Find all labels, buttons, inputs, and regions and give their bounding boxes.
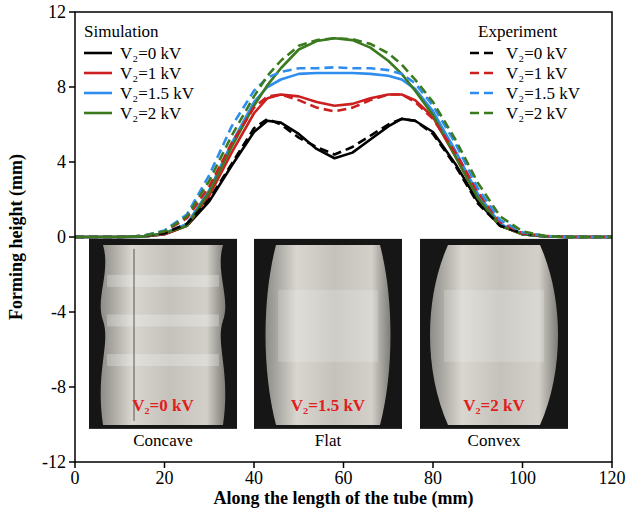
photo-background xyxy=(89,239,237,429)
y-axis-title: Forming height (mm) xyxy=(6,154,27,320)
y-tick xyxy=(69,311,75,313)
legend-swatch xyxy=(84,52,112,55)
y-tick xyxy=(69,86,75,88)
lines xyxy=(75,38,612,237)
legend-label: V₂=2 kV xyxy=(120,104,182,123)
y-tick-label: 12 xyxy=(48,2,66,22)
x-tick-label: 20 xyxy=(156,468,174,488)
y-tick xyxy=(69,461,75,463)
x-tick-label: 40 xyxy=(245,468,263,488)
legend-label: V₂=1 kV xyxy=(120,64,182,83)
legend-label: V₂=0 kV xyxy=(120,44,182,63)
y-tick-label: 4 xyxy=(57,152,66,172)
series-line xyxy=(75,119,612,237)
y-tick xyxy=(69,161,75,163)
legend-swatch xyxy=(84,112,112,115)
band xyxy=(107,275,219,287)
inset-photo: V₂=0 kV xyxy=(89,239,237,429)
legend-swatch xyxy=(470,72,498,75)
inset-label: V₂=2 kV xyxy=(463,396,525,415)
inset-photo: V₂=2 kV xyxy=(420,239,568,429)
legend-title: Experiment xyxy=(478,22,558,41)
inset-caption: Convex xyxy=(468,431,521,450)
series-line xyxy=(75,73,612,237)
series-line xyxy=(75,38,612,237)
y-tick xyxy=(69,11,75,13)
series-line xyxy=(75,95,612,238)
inset-label: V₂=1.5 kV xyxy=(291,396,366,415)
y-tick-label: 8 xyxy=(57,77,66,97)
legend: Experiment V₂=0 kVV₂=1 kVV₂=1.5 kVV₂=2 kV xyxy=(470,22,581,123)
tube xyxy=(430,245,558,425)
legend-label: V₂=1.5 kV xyxy=(506,84,581,103)
photo-background xyxy=(420,239,568,429)
series-line xyxy=(75,67,612,237)
legend-label: V₂=1 kV xyxy=(506,64,568,83)
band xyxy=(107,354,219,366)
tube xyxy=(101,245,226,425)
legend-label: V₂=0 kV xyxy=(506,44,568,63)
series-line xyxy=(75,95,612,238)
legend-swatch xyxy=(470,92,498,95)
band xyxy=(107,314,219,326)
series-line xyxy=(75,38,612,237)
highlight xyxy=(444,290,544,362)
y-tick-label: -4 xyxy=(51,302,66,322)
highlight xyxy=(278,290,378,362)
legend-label: V₂=2 kV xyxy=(506,104,568,123)
legend-swatch xyxy=(470,112,498,115)
tube xyxy=(266,245,391,425)
inset-caption: Concave xyxy=(133,431,192,450)
x-tick-label: 0 xyxy=(71,468,80,488)
legend-swatch xyxy=(470,52,498,55)
photo-background xyxy=(254,239,402,429)
legend-label: V₂=1.5 kV xyxy=(120,84,195,103)
x-tick-label: 60 xyxy=(335,468,353,488)
plot-frame xyxy=(75,12,612,462)
legend: Simulation V₂=0 kVV₂=1 kVV₂=1.5 kVV₂=2 kV xyxy=(84,22,195,123)
x-axis-title: Along the length of the tube (mm) xyxy=(214,488,474,509)
x-tick-label: 80 xyxy=(424,468,442,488)
legend-swatch xyxy=(84,92,112,95)
x-tick-label: 120 xyxy=(599,468,626,488)
y-tick-label: 0 xyxy=(57,227,66,247)
y-tick xyxy=(69,236,75,238)
y-tick xyxy=(69,386,75,388)
legend-swatch xyxy=(84,72,112,75)
y-tick-label: -12 xyxy=(42,452,66,472)
inset-caption: Flat xyxy=(315,431,342,450)
x-tick-label: 100 xyxy=(509,468,536,488)
y-tick-label: -8 xyxy=(51,377,66,397)
legend-title: Simulation xyxy=(84,22,159,41)
inset-photo: V₂=1.5 kV xyxy=(254,239,402,429)
chart: V₂=0 kV Concave V₂=1.5 kV Flat V₂=2 kV Convex… xyxy=(0,0,630,511)
inset-label: V₂=0 kV xyxy=(132,396,194,415)
series-line xyxy=(75,119,612,237)
